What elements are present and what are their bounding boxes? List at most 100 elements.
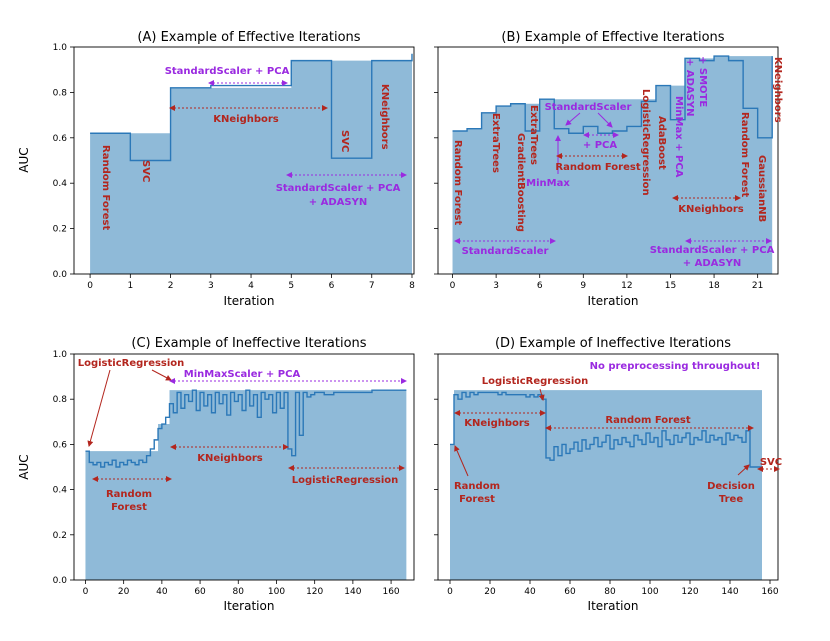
x-tick-label: 21 [752, 281, 763, 291]
annotation-label: + ADASYN [683, 258, 741, 269]
x-tick-label: 5 [288, 281, 294, 291]
panel-b-xlabel: Iteration [588, 294, 639, 308]
panel-c-xlabel: Iteration [224, 599, 275, 613]
annotation-label: + PCA [583, 140, 618, 151]
annotation-label: Random Forest [452, 140, 463, 225]
annotation-label: No preprocessing throughout! [590, 361, 761, 372]
annotation-label: + SMOTE [697, 56, 708, 107]
y-tick-label: 0.8 [53, 88, 68, 98]
filled-area [85, 390, 407, 580]
x-tick-label: 9 [580, 281, 586, 291]
x-tick-label: 20 [484, 587, 496, 597]
annotation-label: AdaBoost [656, 116, 667, 170]
y-tick-label: 0.6 [53, 440, 68, 450]
annotation-label: MinMax [526, 178, 570, 189]
annotation-label: Forest [111, 502, 147, 513]
annotation-label: MinMaxScaler + PCA [184, 369, 301, 380]
annotation-label: GradientBoosting [515, 133, 526, 232]
annotation-arrow [565, 112, 581, 126]
annotation-arrow [454, 445, 469, 477]
annotation-label: KNeighbors [678, 204, 744, 215]
annotation-label: Random Forest [100, 145, 111, 230]
annotation-label: ExtraTrees [490, 113, 501, 173]
annotation-label: KNeighbors [379, 84, 390, 150]
y-tick-label: 0.6 [53, 134, 68, 144]
panel-a-title: (A) Example of Effective Iterations [137, 30, 360, 45]
annotation-label: LogisticRegression [78, 358, 185, 369]
annotation-label: SVC [760, 457, 782, 468]
x-tick-label: 40 [156, 587, 168, 597]
x-tick-label: 100 [268, 587, 285, 597]
plot-area: 0 3 6 9 12 15 18 21 [434, 46, 779, 291]
x-tick-label: 60 [194, 587, 206, 597]
annotation-label: KNeighbors [197, 453, 263, 464]
series-line [85, 389, 407, 468]
x-tick-label: 40 [524, 587, 536, 597]
panel-c-annotations: LogisticRegression MinMaxScaler + PCA KN… [78, 358, 407, 513]
x-tick-label: 140 [721, 587, 738, 597]
annotation-label: KNeighbors [213, 114, 279, 125]
panel-c: (C) Example of Ineffective Iterations It… [17, 336, 415, 613]
x-tick-label: 7 [369, 281, 375, 291]
annotation-label: KNeighbors [772, 57, 783, 123]
series-line [450, 391, 762, 468]
x-tick-label: 20 [118, 587, 130, 597]
annotation-label: + ADASYN [309, 197, 367, 208]
annotation-label: Random [454, 481, 500, 492]
axes-frame [73, 46, 415, 275]
annotation-label: Tree [719, 494, 743, 505]
filled-area [452, 56, 773, 274]
annotation-label: StandardScaler + PCA [650, 245, 775, 256]
panel-c-ylabel: AUC [17, 454, 31, 479]
y-tick-label: 0.2 [53, 531, 67, 541]
annotation-label: GaussianNB [756, 155, 767, 222]
x-tick-label: 80 [233, 587, 245, 597]
y-tick-label: 0.2 [53, 225, 67, 235]
y-tick-label: 0.0 [53, 270, 68, 280]
x-tick-label: 140 [344, 587, 361, 597]
x-tick-label: 0 [450, 281, 456, 291]
panel-a-ylabel: AUC [17, 147, 31, 172]
x-tick-label: 12 [621, 281, 632, 291]
x-tick-label: 18 [708, 281, 720, 291]
annotation-arrow [538, 388, 545, 401]
panel-d: (D) Example of Ineffective Iterations It… [434, 336, 782, 613]
annotation-arrow [151, 369, 172, 381]
x-tick-label: 6 [537, 281, 543, 291]
x-tick-label: 100 [641, 587, 658, 597]
annotation-arrow [597, 112, 613, 128]
x-tick-label: 2 [168, 281, 174, 291]
annotation-label: Random Forest [739, 112, 750, 197]
x-tick-label: 0 [447, 587, 453, 597]
y-tick-label: 0.8 [53, 395, 68, 405]
annotation-label: StandardScaler [462, 246, 549, 257]
y-tick-label: 0.4 [53, 179, 68, 189]
axes-frame [437, 46, 779, 275]
annotation-arrow [87, 369, 111, 447]
y-tick-label: 1.0 [53, 43, 68, 53]
annotation-label: SVC [140, 160, 151, 182]
x-tick-label: 60 [564, 587, 576, 597]
filled-area [90, 60, 412, 275]
panel-d-annotations: No preprocessing throughout! LogisticReg… [454, 361, 782, 505]
axes-frame [73, 353, 415, 581]
panel-a-xlabel: Iteration [224, 294, 275, 308]
annotation-label: + ADASYN [684, 58, 695, 116]
x-tick-label: 120 [306, 587, 323, 597]
x-tick-label: 0 [87, 281, 93, 291]
panel-c-title: (C) Example of Ineffective Iterations [131, 336, 366, 351]
x-tick-label: 1 [127, 281, 133, 291]
panel-d-title: (D) Example of Ineffective Iterations [495, 336, 731, 351]
x-tick-label: 160 [382, 587, 399, 597]
annotation-label: LogisticRegression [292, 475, 399, 486]
annotation-label: ExtraTrees [528, 105, 539, 165]
x-tick-label: 120 [681, 587, 698, 597]
y-tick-label: 1.0 [53, 350, 68, 360]
x-tick-label: 80 [604, 587, 616, 597]
panel-b-annotations: Random Forest ExtraTrees GradientBoostin… [452, 56, 783, 269]
panel-b: (B) Example of Effective Iterations Iter… [434, 30, 783, 308]
x-tick-label: 0 [83, 587, 89, 597]
annotation-label: MinMax + PCA [673, 96, 684, 178]
annotation-label: StandardScaler + PCA [276, 183, 401, 194]
